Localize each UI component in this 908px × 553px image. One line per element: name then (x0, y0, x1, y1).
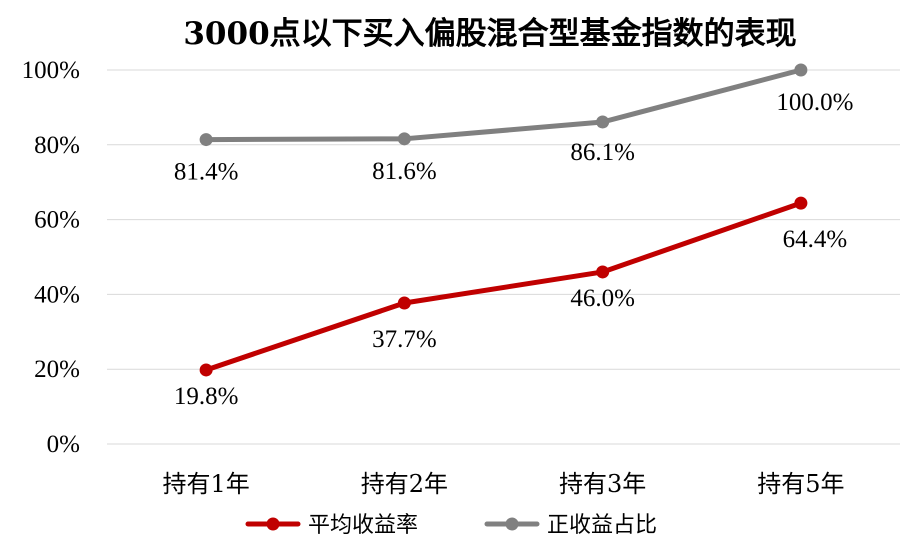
y-tick-label: 80% (34, 132, 80, 159)
data-label: 64.4% (783, 226, 848, 253)
y-tick-label: 0% (47, 431, 80, 458)
data-labels: 19.8% 37.7% 46.0% 64.4% 81.4% 81.6% 86.1% 100.0… (174, 89, 854, 410)
series (199, 63, 808, 377)
legend: 平均收益率 正收益占比 (245, 513, 657, 538)
y-tick-label: 100% (22, 57, 80, 84)
data-label: 37.7% (372, 326, 437, 353)
y-tick-label: 40% (34, 281, 80, 308)
data-point (596, 115, 610, 129)
data-point (199, 363, 213, 377)
data-label: 81.4% (174, 159, 239, 186)
series-line (203, 200, 804, 373)
x-category-label: 持有1年 (162, 470, 249, 498)
legend-label: 正收益占比 (547, 513, 657, 538)
x-category-label: 持有3年 (559, 470, 646, 498)
grid (107, 69, 900, 445)
y-tick-label: 60% (34, 207, 80, 234)
legend-label: 平均收益率 (308, 513, 418, 538)
data-label: 46.0% (570, 285, 635, 312)
x-category-label: 持有5年 (757, 470, 844, 498)
y-tick-label: 20% (34, 356, 80, 383)
legend-marker (505, 517, 519, 531)
data-label: 100.0% (776, 89, 853, 116)
data-label: 81.6% (372, 158, 437, 185)
x-axis: 持有1年 持有2年 持有3年 持有5年 (162, 470, 844, 498)
chart-title: 3000点以下买入偏股混合型基金指数的表现 (183, 16, 796, 52)
data-point (794, 63, 808, 77)
series-line (203, 67, 804, 143)
data-label: 19.8% (174, 383, 239, 410)
y-axis: 0% 20% 40% 60% 80% 100% (22, 57, 80, 458)
data-point (397, 296, 411, 310)
data-point (199, 133, 213, 147)
data-label: 86.1% (570, 139, 635, 166)
x-category-label: 持有2年 (361, 470, 448, 498)
data-point (397, 132, 411, 146)
data-point (794, 196, 808, 210)
data-point (596, 265, 610, 279)
legend-marker (266, 517, 280, 531)
